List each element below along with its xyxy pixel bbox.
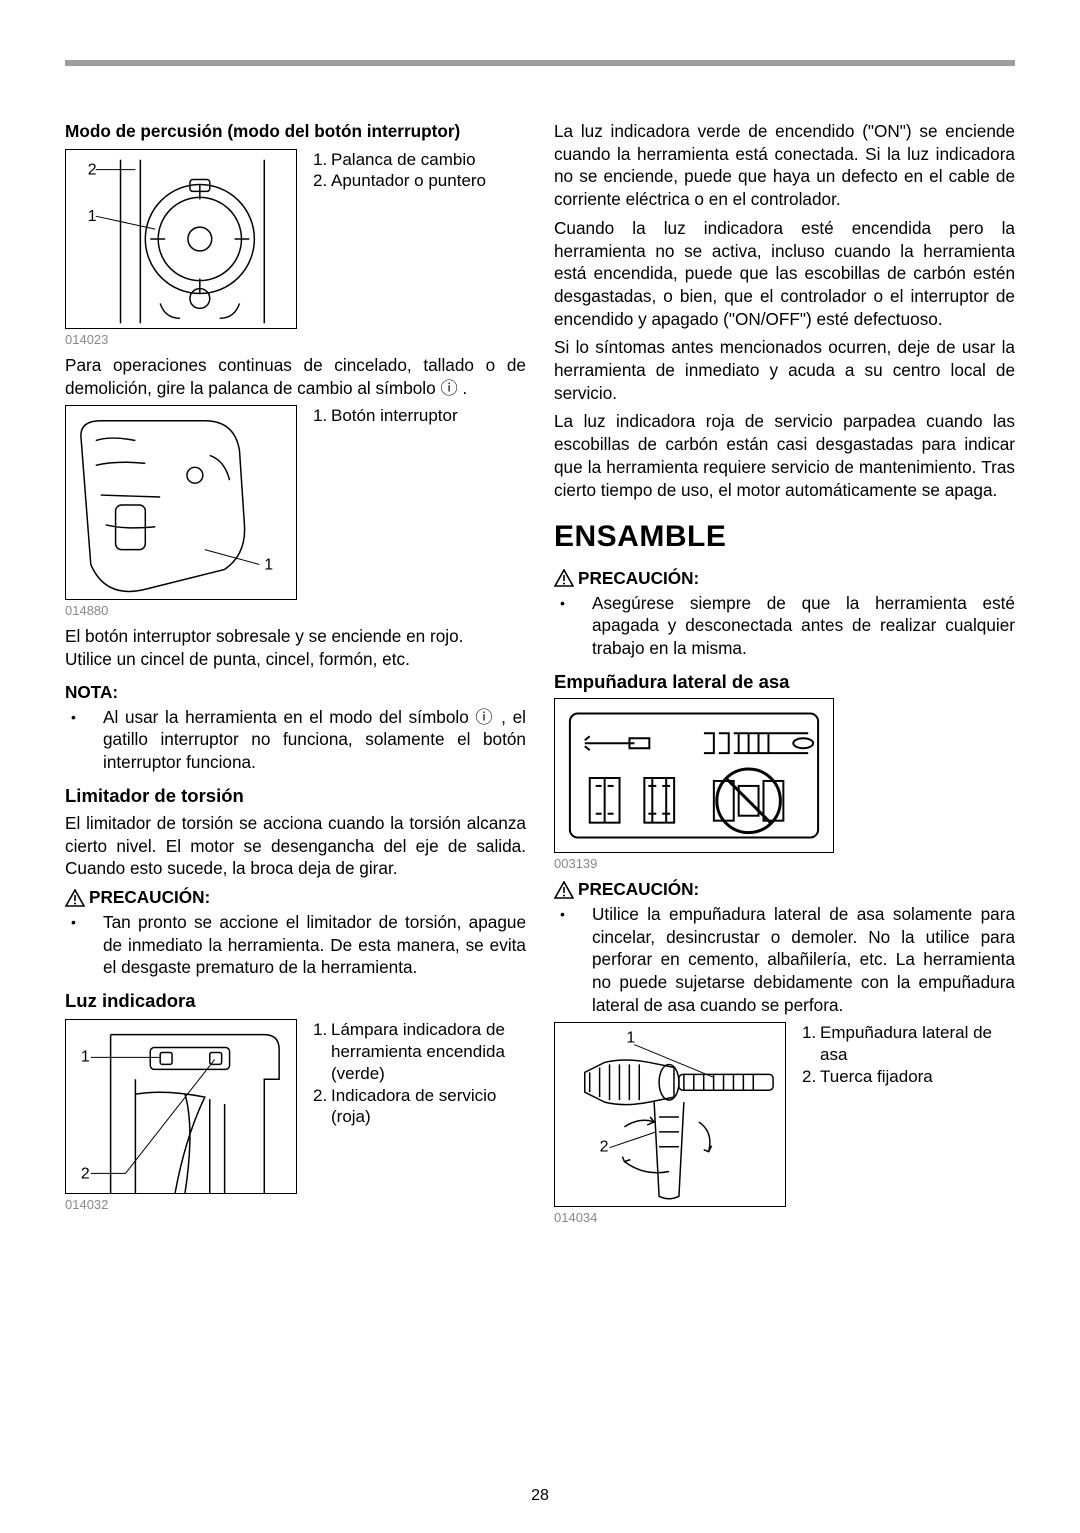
figure-014034-legend: 1.Empuñadura lateral de asa 2.Tuerca fij…	[802, 1022, 1015, 1087]
warning-icon	[554, 569, 574, 587]
page-number: 28	[0, 1487, 1080, 1505]
warning-icon	[65, 889, 85, 907]
nota-list: Al usar la herramienta en el modo del sí…	[65, 706, 526, 774]
nota-label: NOTA:	[65, 681, 526, 704]
para-chisel: Utilice un cincel de punta, cincel, form…	[65, 648, 526, 671]
figure-014034-id: 014034	[554, 1209, 786, 1226]
precaucion-2-list: Asegúrese siempre de que la herramienta …	[554, 592, 1015, 660]
figure-014023-legend: 1.Palanca de cambio 2.Apuntador o punter…	[313, 149, 486, 193]
svg-text:2: 2	[88, 161, 97, 178]
figure-014023: 2 1	[65, 149, 297, 329]
figure-014023-row: 2 1 014023 1.Palanca de cambio 2.Apuntad…	[65, 149, 526, 354]
heading-percussion-mode: Modo de percusión (modo del botón interr…	[65, 120, 526, 143]
para-symptoms: Si lo síntomas antes mencionados ocurren…	[554, 336, 1015, 404]
heading-side-handle: Empuñadura lateral de asa	[554, 670, 1015, 694]
top-rule	[65, 60, 1015, 66]
diagram-side-handle: 1 2	[555, 1022, 785, 1207]
diagram-percussion: 2 1	[66, 149, 296, 329]
para-operations: Para operaciones continuas de cincelado,…	[65, 354, 526, 399]
figure-014880-legend: 1.Botón interruptor	[313, 405, 458, 427]
figure-014023-id: 014023	[65, 331, 297, 348]
figure-014880-row: 1 014880 1.Botón interruptor	[65, 405, 526, 625]
precaucion-1: PRECAUCIÓN:	[65, 886, 526, 909]
diagram-indicator: 1 2	[66, 1019, 296, 1194]
warning-icon	[554, 881, 574, 899]
figure-014032: 1 2	[65, 1019, 297, 1194]
figure-014034-row: 1 2 014034 1.Empuñadura lateral de asa 2…	[554, 1022, 1015, 1232]
figure-014032-id: 014032	[65, 1196, 297, 1213]
svg-text:2: 2	[81, 1166, 90, 1183]
diagram-button: 1	[66, 405, 296, 600]
figure-014880-id: 014880	[65, 602, 297, 619]
para-brushes: Cuando la luz indicadora esté encendida …	[554, 217, 1015, 331]
figure-014880: 1	[65, 405, 297, 600]
para-torque: El limitador de torsión se acciona cuand…	[65, 812, 526, 880]
heading-ensamble: ENSAMBLE	[554, 517, 1015, 557]
figure-014032-legend: 1.Lámpara indicadora de herramienta ence…	[313, 1019, 526, 1128]
para-red-service: La luz indicadora roja de servicio parpa…	[554, 410, 1015, 501]
svg-text:1: 1	[626, 1030, 635, 1047]
precaucion-1-list: Tan pronto se accione el limitador de to…	[65, 911, 526, 979]
precaucion-3-list: Utilice la empuñadura lateral de asa sol…	[554, 903, 1015, 1017]
svg-text:1: 1	[88, 208, 97, 225]
figure-003139-id: 003139	[554, 855, 1015, 872]
figure-014034: 1 2	[554, 1022, 786, 1207]
figure-003139	[554, 698, 834, 853]
para-green-on: La luz indicadora verde de encendido ("O…	[554, 120, 1015, 211]
diagram-handle-usage	[555, 698, 833, 853]
heading-torque-limiter: Limitador de torsión	[65, 784, 526, 808]
para-button-red: El botón interruptor sobresale y se enci…	[65, 625, 526, 648]
svg-text:1: 1	[264, 557, 273, 574]
heading-indicator-light: Luz indicadora	[65, 989, 526, 1013]
page-content: Modo de percusión (modo del botón interr…	[65, 120, 1015, 1473]
precaucion-2: PRECAUCIÓN:	[554, 567, 1015, 590]
figure-003139-wrap: 003139	[554, 698, 1015, 872]
precaucion-3: PRECAUCIÓN:	[554, 878, 1015, 901]
svg-text:2: 2	[600, 1139, 609, 1156]
figure-014032-row: 1 2 014032 1.Lámpara indicadora de herra…	[65, 1019, 526, 1219]
svg-text:1: 1	[81, 1049, 90, 1066]
